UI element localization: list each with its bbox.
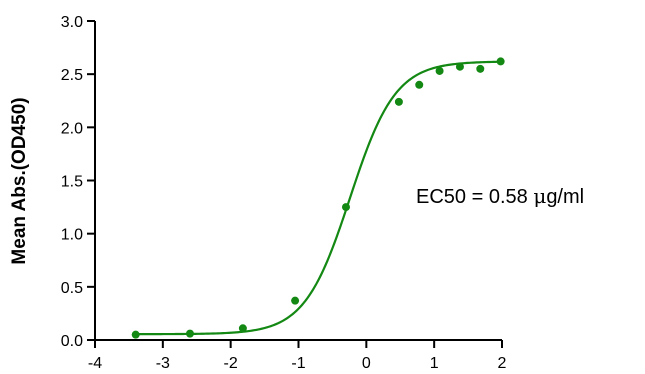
- data-point: [415, 80, 424, 89]
- data-points: [131, 57, 505, 339]
- y-tick-label: 0.5: [61, 280, 83, 297]
- x-tick-label: -2: [224, 355, 238, 372]
- data-point: [238, 324, 247, 333]
- ec50-annotation-text: EC50 = 0.58: [416, 186, 533, 208]
- data-point: [496, 57, 505, 66]
- data-point: [476, 64, 485, 73]
- data-point: [435, 66, 444, 75]
- ec50-annotation-mu: μ: [533, 184, 546, 208]
- tick-labels: 0.0 0.5 1.0 1.5 2.0 2.5 3.0 -4 -3 -2 -1 0 1 2: [61, 14, 507, 372]
- data-point: [291, 296, 300, 305]
- fit-curve-group: [135, 60, 501, 336]
- y-tick-label: 1.0: [61, 227, 83, 244]
- y-axis-title: Mean Abs.(OD450): [9, 97, 30, 264]
- y-tick-label: 2.5: [61, 67, 83, 84]
- data-point: [185, 329, 194, 338]
- x-tick-label: -1: [291, 355, 305, 372]
- fit-curve: [135, 60, 501, 336]
- y-tick-label: 0.0: [61, 333, 83, 350]
- axes: [87, 20, 503, 348]
- x-tick-label: 1: [430, 355, 439, 372]
- y-tick-label: 3.0: [61, 14, 83, 31]
- y-tick-label: 1.5: [61, 174, 83, 191]
- x-tick-label: 0: [362, 355, 371, 372]
- x-tick-label: -4: [88, 355, 102, 372]
- y-tick-label: 2.0: [61, 120, 83, 137]
- ec50-annotation-unit: g/ml: [546, 186, 584, 208]
- data-point: [394, 97, 403, 106]
- data-point: [455, 62, 464, 71]
- ec50-annotation: EC50 = 0.58 μg/ml: [416, 184, 584, 208]
- data-point: [131, 330, 140, 339]
- data-point: [341, 203, 350, 212]
- x-tick-label: 2: [498, 355, 507, 372]
- x-tick-label: -3: [156, 355, 170, 372]
